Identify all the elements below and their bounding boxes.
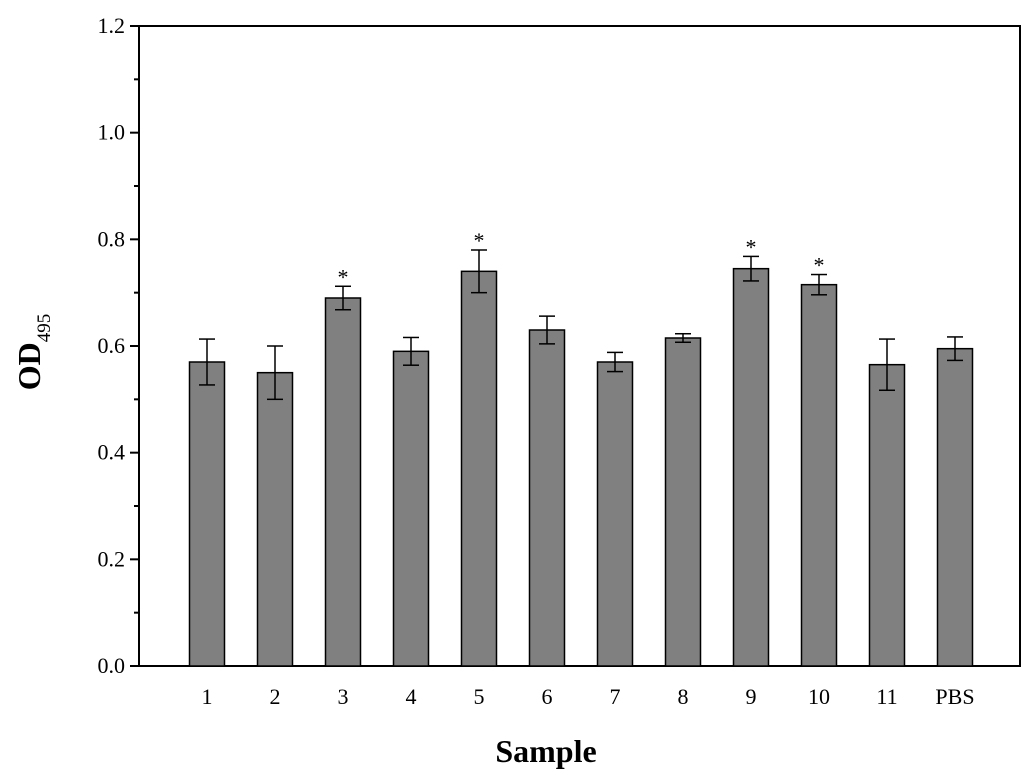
y-axis-title-main: OD [11,342,47,390]
y-axis-title-subscript: 495 [34,314,55,343]
bar [256,371,294,667]
bar [188,361,226,667]
y-tick-label: 0.8 [98,226,126,251]
x-tick-label: PBS [935,684,974,709]
x-tick-label: 1 [202,684,213,709]
x-tick-label: 6 [542,684,553,709]
bar [664,337,702,667]
y-axis-title: OD495 [11,314,55,391]
x-tick-label: 9 [746,684,757,709]
x-tick-label: 2 [270,684,281,709]
bars-group: * * * * [188,228,974,667]
bar [936,347,974,667]
x-tick-label: 4 [406,684,417,709]
bar [800,283,838,667]
y-tick-label: 0.2 [98,546,126,571]
significance-marker: * [814,253,825,278]
significance-marker: * [474,228,485,253]
x-axis: 1 2 3 4 5 6 7 8 9 10 11 PBS [202,684,975,709]
x-tick-label: 5 [474,684,485,709]
x-tick-label: 11 [876,684,897,709]
bar [392,350,430,667]
bar [868,363,906,667]
bar [460,270,498,667]
y-tick-label: 0.6 [98,333,126,358]
x-tick-label: 10 [808,684,830,709]
y-tick-label: 1.2 [98,13,126,38]
x-axis-title: Sample [495,733,596,769]
x-tick-label: 8 [678,684,689,709]
x-tick-label: 3 [338,684,349,709]
y-tick-label: 0.0 [98,653,126,678]
x-tick-label: 7 [610,684,621,709]
significance-marker: * [338,264,349,289]
y-tick-label: 0.4 [98,440,126,465]
bar [596,361,634,667]
bar [732,267,770,667]
bar [324,297,362,667]
bar [528,329,566,667]
y-axis: 0.0 0.2 0.4 0.6 0.8 1.0 1.2 [98,13,139,678]
y-tick-label: 1.0 [98,120,126,145]
significance-marker: * [746,234,757,259]
